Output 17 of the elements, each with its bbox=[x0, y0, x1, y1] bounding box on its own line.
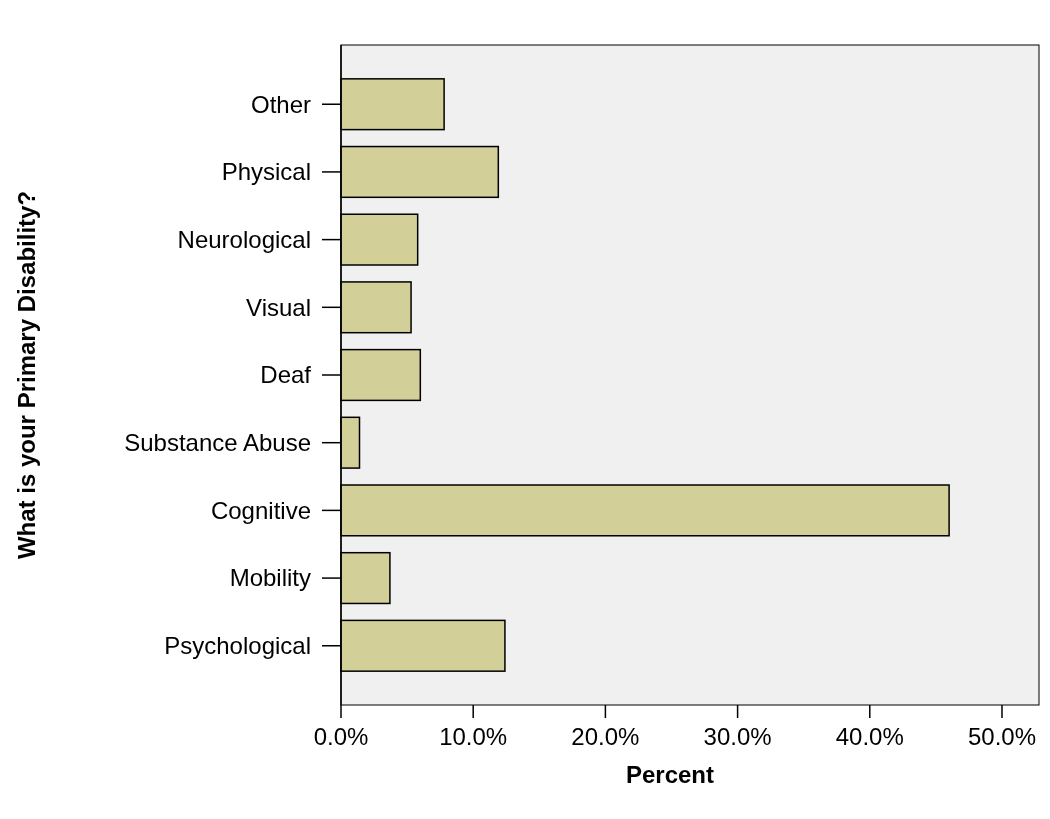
x-tick-label: 20.0% bbox=[571, 723, 640, 750]
y-tick-label: Physical bbox=[221, 158, 311, 186]
x-tick-label: 10.0% bbox=[439, 723, 508, 750]
y-tick-label: Cognitive bbox=[210, 496, 311, 524]
y-tick-label: Psychological bbox=[164, 632, 311, 660]
x-axis-title: Percent bbox=[625, 761, 715, 788]
y-tick-label: Visual bbox=[246, 293, 311, 321]
x-tick-label: 50.0% bbox=[967, 723, 1037, 750]
y-tick-label: Neurological bbox=[177, 226, 311, 254]
x-tick-label: 0.0% bbox=[313, 723, 369, 750]
y-axis-title: What is your Primary Disability? bbox=[13, 190, 40, 560]
y-tick-label: Substance Abuse bbox=[124, 429, 311, 457]
x-tick-label: 30.0% bbox=[703, 723, 772, 750]
y-tick-label: Deaf bbox=[260, 361, 312, 389]
y-tick-label: Mobility bbox=[229, 564, 311, 592]
x-tick-label: 40.0% bbox=[835, 723, 904, 750]
y-tick-label: Other bbox=[250, 90, 311, 118]
